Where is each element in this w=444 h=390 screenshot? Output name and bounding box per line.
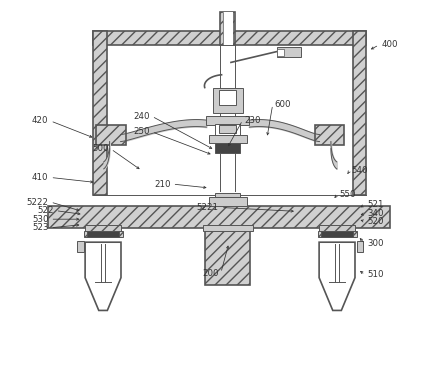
Bar: [85, 225, 121, 231]
Text: 230: 230: [245, 115, 261, 125]
Bar: [205, 228, 250, 285]
Bar: [353, 31, 366, 195]
Bar: [277, 47, 301, 57]
Bar: [215, 143, 240, 153]
Bar: [357, 241, 363, 252]
Text: 400: 400: [381, 40, 398, 50]
Bar: [277, 49, 284, 56]
Text: 240: 240: [133, 112, 150, 121]
Bar: [315, 125, 344, 145]
Bar: [93, 31, 366, 45]
Text: 410: 410: [32, 173, 48, 182]
Bar: [220, 12, 235, 45]
Text: 300: 300: [367, 239, 384, 248]
Text: 420: 420: [32, 116, 48, 126]
Bar: [319, 225, 355, 231]
Bar: [219, 125, 237, 133]
Text: 250: 250: [133, 127, 150, 136]
Bar: [202, 225, 253, 231]
Bar: [77, 241, 83, 252]
Text: 210: 210: [154, 179, 170, 189]
Bar: [213, 88, 243, 113]
Bar: [209, 135, 246, 143]
Bar: [219, 90, 237, 105]
Bar: [206, 116, 249, 125]
Text: 521: 521: [367, 200, 384, 209]
Bar: [215, 124, 240, 135]
Text: 522: 522: [37, 206, 54, 215]
Text: 500: 500: [92, 144, 109, 154]
Text: 340: 340: [367, 209, 384, 218]
Bar: [321, 231, 353, 237]
Bar: [93, 31, 107, 195]
Text: 520: 520: [367, 217, 384, 226]
Text: 550: 550: [340, 190, 356, 199]
Text: 510: 510: [367, 270, 384, 280]
Text: 200: 200: [202, 268, 219, 278]
Bar: [107, 45, 353, 195]
Bar: [223, 12, 233, 45]
Bar: [87, 231, 119, 237]
Text: 523: 523: [32, 223, 48, 232]
Bar: [48, 206, 390, 228]
Bar: [215, 193, 240, 197]
Polygon shape: [319, 242, 355, 310]
Polygon shape: [85, 242, 121, 310]
Text: 540: 540: [352, 166, 368, 176]
Text: 5221: 5221: [197, 203, 219, 212]
Text: 5222: 5222: [27, 197, 48, 207]
Bar: [209, 197, 246, 206]
Bar: [96, 125, 126, 145]
Bar: [317, 231, 357, 237]
Text: 600: 600: [275, 100, 291, 109]
Bar: [83, 231, 123, 237]
Text: 530: 530: [32, 215, 48, 224]
